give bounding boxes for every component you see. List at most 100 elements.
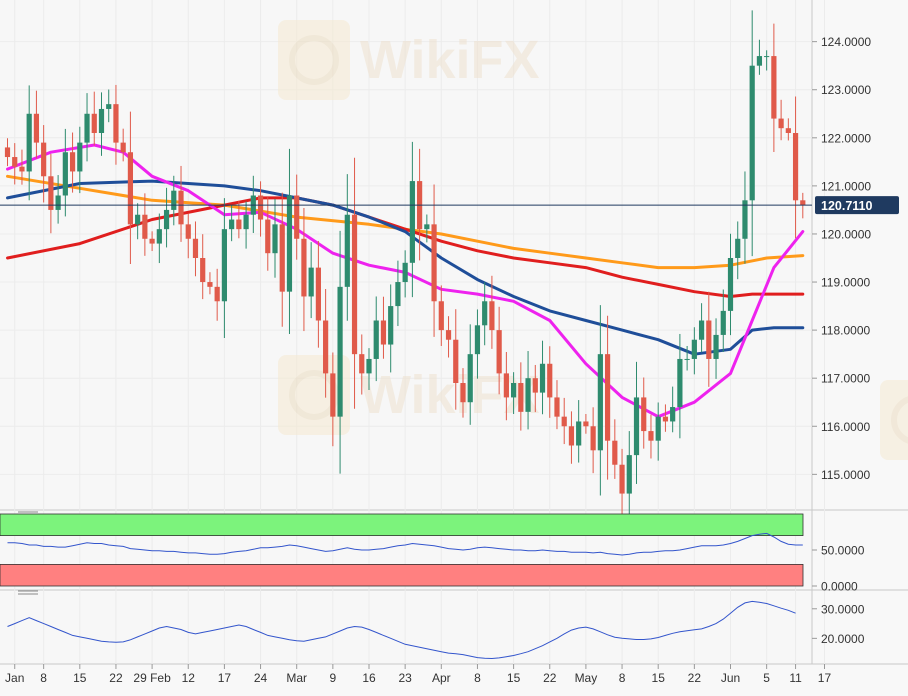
candle-body: [106, 104, 112, 109]
candle: [156, 213, 162, 264]
candle-body: [4, 147, 11, 158]
price-tick-label: 115.0000: [821, 468, 870, 482]
candle: [532, 364, 538, 413]
candle-body: [670, 407, 676, 422]
time-tick-label: 15: [507, 671, 521, 685]
candle-body: [764, 56, 770, 58]
watermark: WikiFX: [880, 380, 908, 460]
candle: [525, 351, 531, 430]
candle: [301, 208, 307, 332]
candle-body: [77, 142, 83, 172]
candle-body: [323, 320, 329, 374]
candle-body: [163, 209, 170, 230]
candle-body: [561, 416, 567, 427]
candle-body: [185, 224, 191, 239]
candle-body: [388, 306, 394, 345]
candle-body: [409, 181, 415, 263]
candle-body: [120, 142, 126, 153]
panel-grip-icon[interactable]: [18, 590, 38, 595]
time-tick-label: 29 Feb: [133, 671, 171, 685]
candle: [698, 303, 705, 353]
adx-panel: [0, 592, 812, 664]
candle: [48, 153, 54, 234]
candle-body: [359, 354, 365, 374]
candle-body: [127, 152, 134, 225]
candle: [511, 372, 517, 415]
price-tick-label: 116.0000: [821, 420, 870, 434]
candle-body: [301, 238, 307, 297]
candle-body: [308, 267, 314, 297]
candle: [583, 414, 589, 434]
candle: [691, 327, 697, 375]
candle: [221, 198, 227, 339]
candle: [323, 289, 329, 398]
candle: [62, 128, 68, 217]
candle-body: [402, 262, 408, 283]
candle: [91, 91, 97, 146]
candle: [518, 362, 524, 431]
candle: [771, 23, 777, 152]
candle: [431, 184, 437, 337]
candle-body: [142, 214, 148, 239]
candle-body: [229, 219, 235, 230]
candle-body: [648, 431, 654, 441]
candle-body: [221, 229, 227, 302]
candle-body: [518, 383, 524, 412]
adx-oscillator: [7, 600, 796, 660]
candle: [626, 431, 632, 519]
candle: [55, 175, 61, 224]
candle-body: [511, 383, 517, 398]
candle-body: [503, 373, 509, 398]
candle-body: [380, 320, 387, 345]
candle: [756, 39, 763, 75]
candle: [272, 198, 278, 278]
time-tick-label: 15: [73, 671, 87, 685]
candle: [69, 132, 76, 193]
candle-body: [26, 113, 32, 172]
price-tick-label: 124.0000: [821, 35, 871, 49]
rsi-tick-label: 0.0000: [821, 580, 858, 594]
candle: [677, 333, 683, 439]
price-tick-label: 117.0000: [821, 372, 870, 386]
candle-body: [482, 301, 488, 326]
price-tick-label: 118.0000: [821, 324, 870, 338]
adx-tick-label: 30.0000: [821, 602, 865, 616]
candle: [633, 361, 640, 484]
candle: [395, 260, 401, 327]
time-tick-label: Jun: [721, 671, 740, 685]
candle-body: [474, 325, 481, 355]
candle: [785, 118, 791, 141]
time-tick-label: 11: [789, 671, 802, 685]
candle: [764, 50, 770, 71]
candle-body: [55, 195, 61, 210]
candle: [265, 197, 271, 271]
candle-body: [330, 373, 336, 417]
candle-body: [604, 354, 611, 441]
candle: [366, 348, 372, 390]
candle-body: [539, 363, 546, 393]
candle-body: [315, 267, 321, 321]
rsi-line: [7, 532, 803, 556]
time-tick-label: 8: [474, 671, 481, 685]
candle: [4, 138, 11, 167]
candle: [98, 92, 105, 156]
candles: [4, 10, 806, 519]
candle: [380, 296, 387, 359]
candle-body: [496, 330, 502, 374]
watermark-logo-icon: [278, 20, 350, 100]
candle: [330, 352, 336, 447]
candle-body: [33, 113, 40, 143]
candle: [106, 89, 112, 123]
time-tick-label: 12: [182, 671, 196, 685]
candle: [742, 171, 748, 264]
candle: [344, 174, 350, 321]
candle-body: [272, 224, 278, 254]
candle: [308, 242, 314, 319]
candle-body: [41, 142, 47, 177]
candle: [171, 175, 177, 226]
candle: [149, 231, 155, 252]
candle-body: [265, 219, 271, 254]
candle: [554, 380, 560, 430]
time-tick-label: 5: [763, 671, 770, 685]
